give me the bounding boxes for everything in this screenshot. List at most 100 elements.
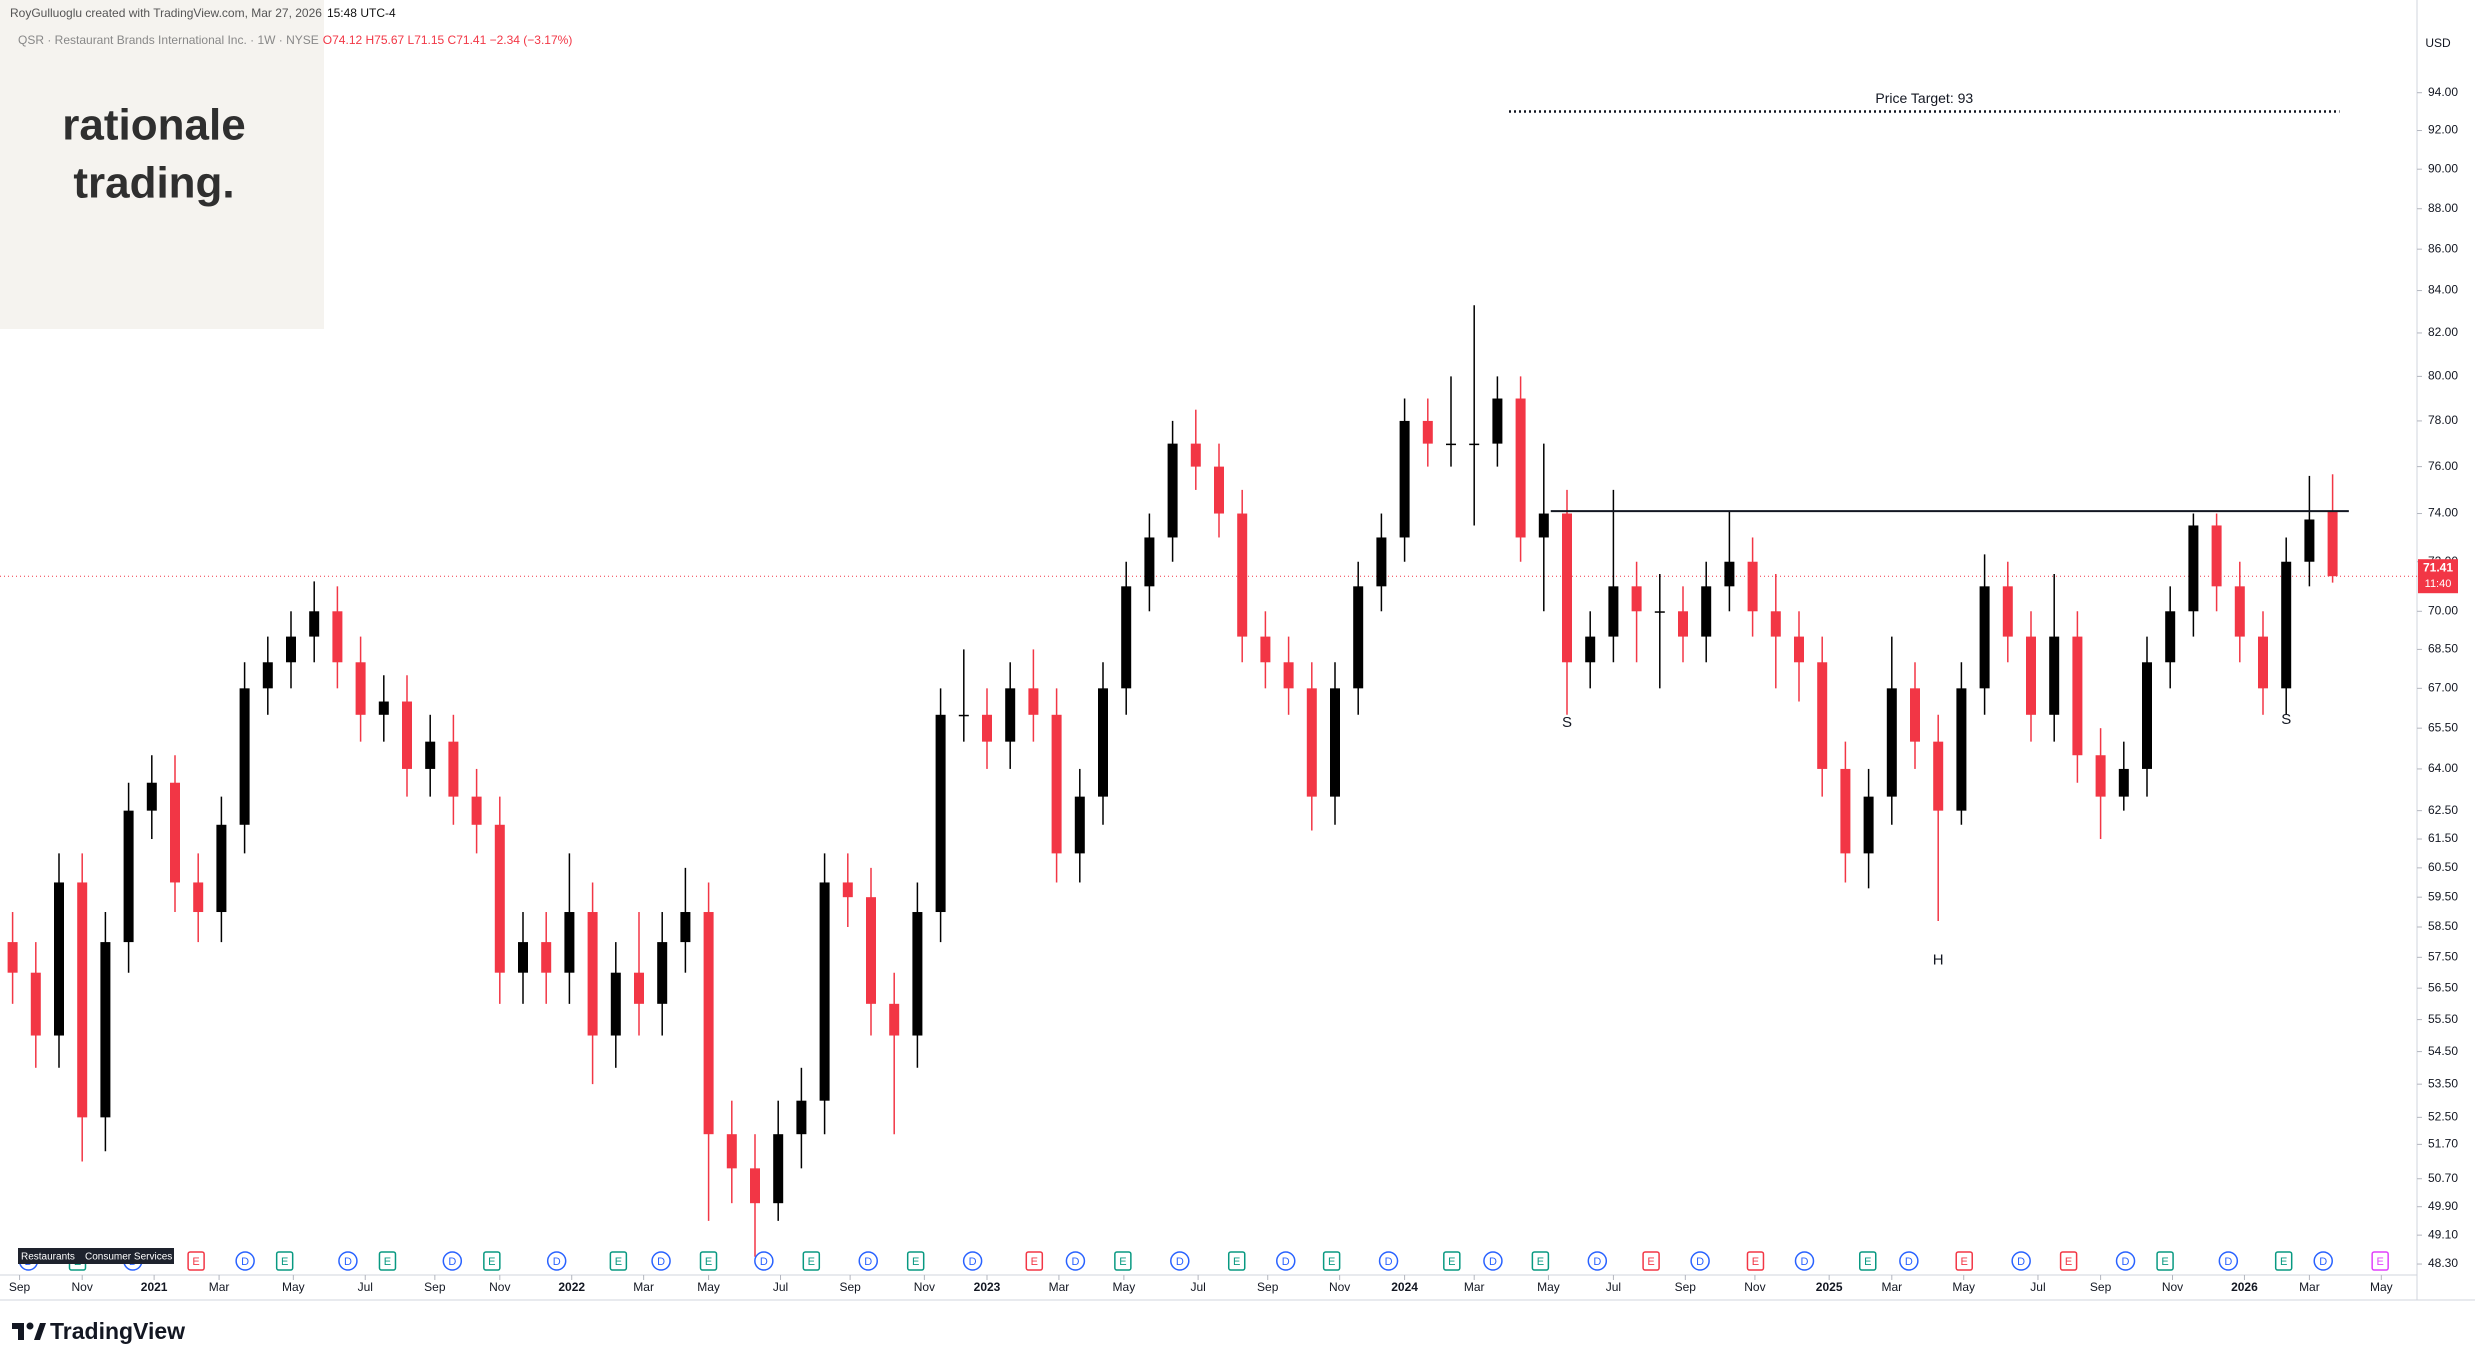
ohlc: O74.12 H75.67 L71.15 C71.41 −2.34 (−3.17… [323, 33, 573, 47]
event-icon [1322, 1251, 1341, 1271]
y-tick-label: 70.00 [2428, 603, 2458, 617]
event-marker[interactable]: D [2011, 1251, 2031, 1271]
y-tick-label: 78.00 [2428, 413, 2458, 427]
event-marker[interactable]: D [1794, 1251, 1815, 1271]
event-marker[interactable]: D [235, 1251, 255, 1271]
event-label: D [1801, 1256, 1809, 1268]
event-marker[interactable]: D [2313, 1251, 2333, 1271]
event-label: D [1385, 1256, 1393, 1268]
event-marker[interactable]: E [2059, 1251, 2078, 1271]
candle-body [1074, 796, 1085, 854]
event-marker[interactable]: D [1587, 1251, 1608, 1271]
candle-body [1538, 513, 1549, 538]
event-label: D [2122, 1256, 2130, 1268]
candle-body [1701, 586, 1712, 637]
event-marker[interactable]: E [1025, 1251, 1044, 1271]
x-tick-label: May [1537, 1280, 1560, 1294]
candle-body [30, 972, 41, 1036]
event-marker[interactable]: D [338, 1251, 358, 1271]
y-tick-label: 86.00 [2428, 241, 2458, 255]
watermark-line: rationale [62, 101, 245, 150]
candle-body [1121, 586, 1132, 689]
x-tick-label: Nov [2162, 1280, 2183, 1294]
event-marker[interactable]: E [2274, 1251, 2293, 1271]
candle-body [1886, 688, 1897, 797]
event-marker[interactable]: D [1065, 1251, 1086, 1271]
event-icon [187, 1251, 205, 1271]
candle-body [1283, 662, 1294, 689]
candle-body [866, 897, 876, 1004]
event-marker[interactable]: E [1322, 1251, 1341, 1271]
event-marker[interactable]: D [858, 1251, 878, 1271]
event-marker[interactable]: E [1227, 1251, 1246, 1271]
candle-body [2211, 525, 2222, 587]
event-marker[interactable]: D [1170, 1251, 1190, 1271]
event-marker[interactable]: D [962, 1251, 983, 1271]
x-tick-label: Sep [1675, 1280, 1697, 1294]
candle-body [1770, 611, 1781, 637]
candle-body [634, 972, 644, 1004]
x-tick-label: Sep [1257, 1280, 1279, 1294]
event-label: E [1864, 1256, 1871, 1268]
event-marker[interactable]: D [442, 1251, 463, 1271]
candle-body [842, 882, 853, 898]
event-marker[interactable]: D [1899, 1251, 1919, 1271]
candle-body [1562, 513, 1572, 663]
watermark-box [0, 0, 324, 329]
event-marker[interactable]: D [651, 1251, 671, 1271]
pattern-label: S [1562, 714, 1572, 731]
candle-body [1260, 636, 1271, 663]
candle-body [100, 942, 111, 1118]
candle-body [1840, 768, 1851, 854]
candle-body [309, 611, 320, 637]
event-marker[interactable]: E [609, 1251, 628, 1271]
event-icon [1443, 1251, 1461, 1271]
sector-tag[interactable]: Restaurants [21, 1252, 75, 1263]
event-marker[interactable]: E [1859, 1251, 1877, 1271]
candle-body [958, 714, 969, 717]
event-marker[interactable]: E [1746, 1251, 1765, 1271]
event-marker[interactable]: E [1642, 1251, 1660, 1271]
event-icon [1587, 1251, 1608, 1271]
event-marker[interactable]: D [1378, 1251, 1399, 1271]
candle-body [726, 1134, 737, 1169]
y-tick-label: 88.00 [2428, 201, 2458, 215]
event-marker[interactable]: D [1690, 1251, 1710, 1271]
sector-tag[interactable]: Consumer Services [85, 1252, 172, 1263]
event-marker[interactable]: E [1531, 1251, 1550, 1271]
x-tick-label: 2023 [974, 1280, 1001, 1294]
event-marker[interactable]: D [1276, 1251, 1296, 1271]
candle-body [1631, 586, 1642, 612]
event-marker[interactable]: E [802, 1251, 821, 1271]
event-marker[interactable]: D [1483, 1251, 1503, 1271]
event-marker[interactable]: D [754, 1251, 774, 1271]
event-marker[interactable]: E [187, 1251, 205, 1271]
event-label: E [2161, 1256, 2168, 1268]
event-marker[interactable]: E [1955, 1251, 1973, 1271]
event-marker[interactable]: E [2156, 1251, 2174, 1271]
candle-body [2002, 586, 2013, 637]
event-marker[interactable]: D [2115, 1251, 2136, 1271]
x-tick-label: Mar [1049, 1280, 1070, 1294]
event-marker[interactable]: D [2218, 1251, 2239, 1271]
event-marker[interactable]: E [1443, 1251, 1461, 1271]
event-marker[interactable]: E [1114, 1251, 1132, 1271]
event-marker[interactable]: E [2371, 1251, 2389, 1271]
event-label: D [553, 1256, 561, 1268]
y-tick-label: 57.50 [2428, 950, 2458, 964]
candle-body [1794, 636, 1804, 663]
y-tick-label: 56.50 [2428, 980, 2458, 994]
event-marker[interactable]: D [546, 1251, 567, 1271]
event-label: D [760, 1256, 768, 1268]
candle-body [564, 912, 575, 973]
x-tick-label: Jul [2030, 1280, 2045, 1294]
event-label: D [2319, 1256, 2327, 1268]
candle-body [1167, 443, 1178, 538]
event-label: D [1176, 1256, 1184, 1268]
event-marker[interactable]: E [699, 1251, 718, 1271]
event-marker[interactable]: E [275, 1251, 294, 1271]
event-marker[interactable]: E [483, 1251, 501, 1271]
event-marker[interactable]: E [906, 1251, 925, 1271]
event-icon [1065, 1251, 1086, 1271]
event-marker[interactable]: E [378, 1251, 397, 1271]
